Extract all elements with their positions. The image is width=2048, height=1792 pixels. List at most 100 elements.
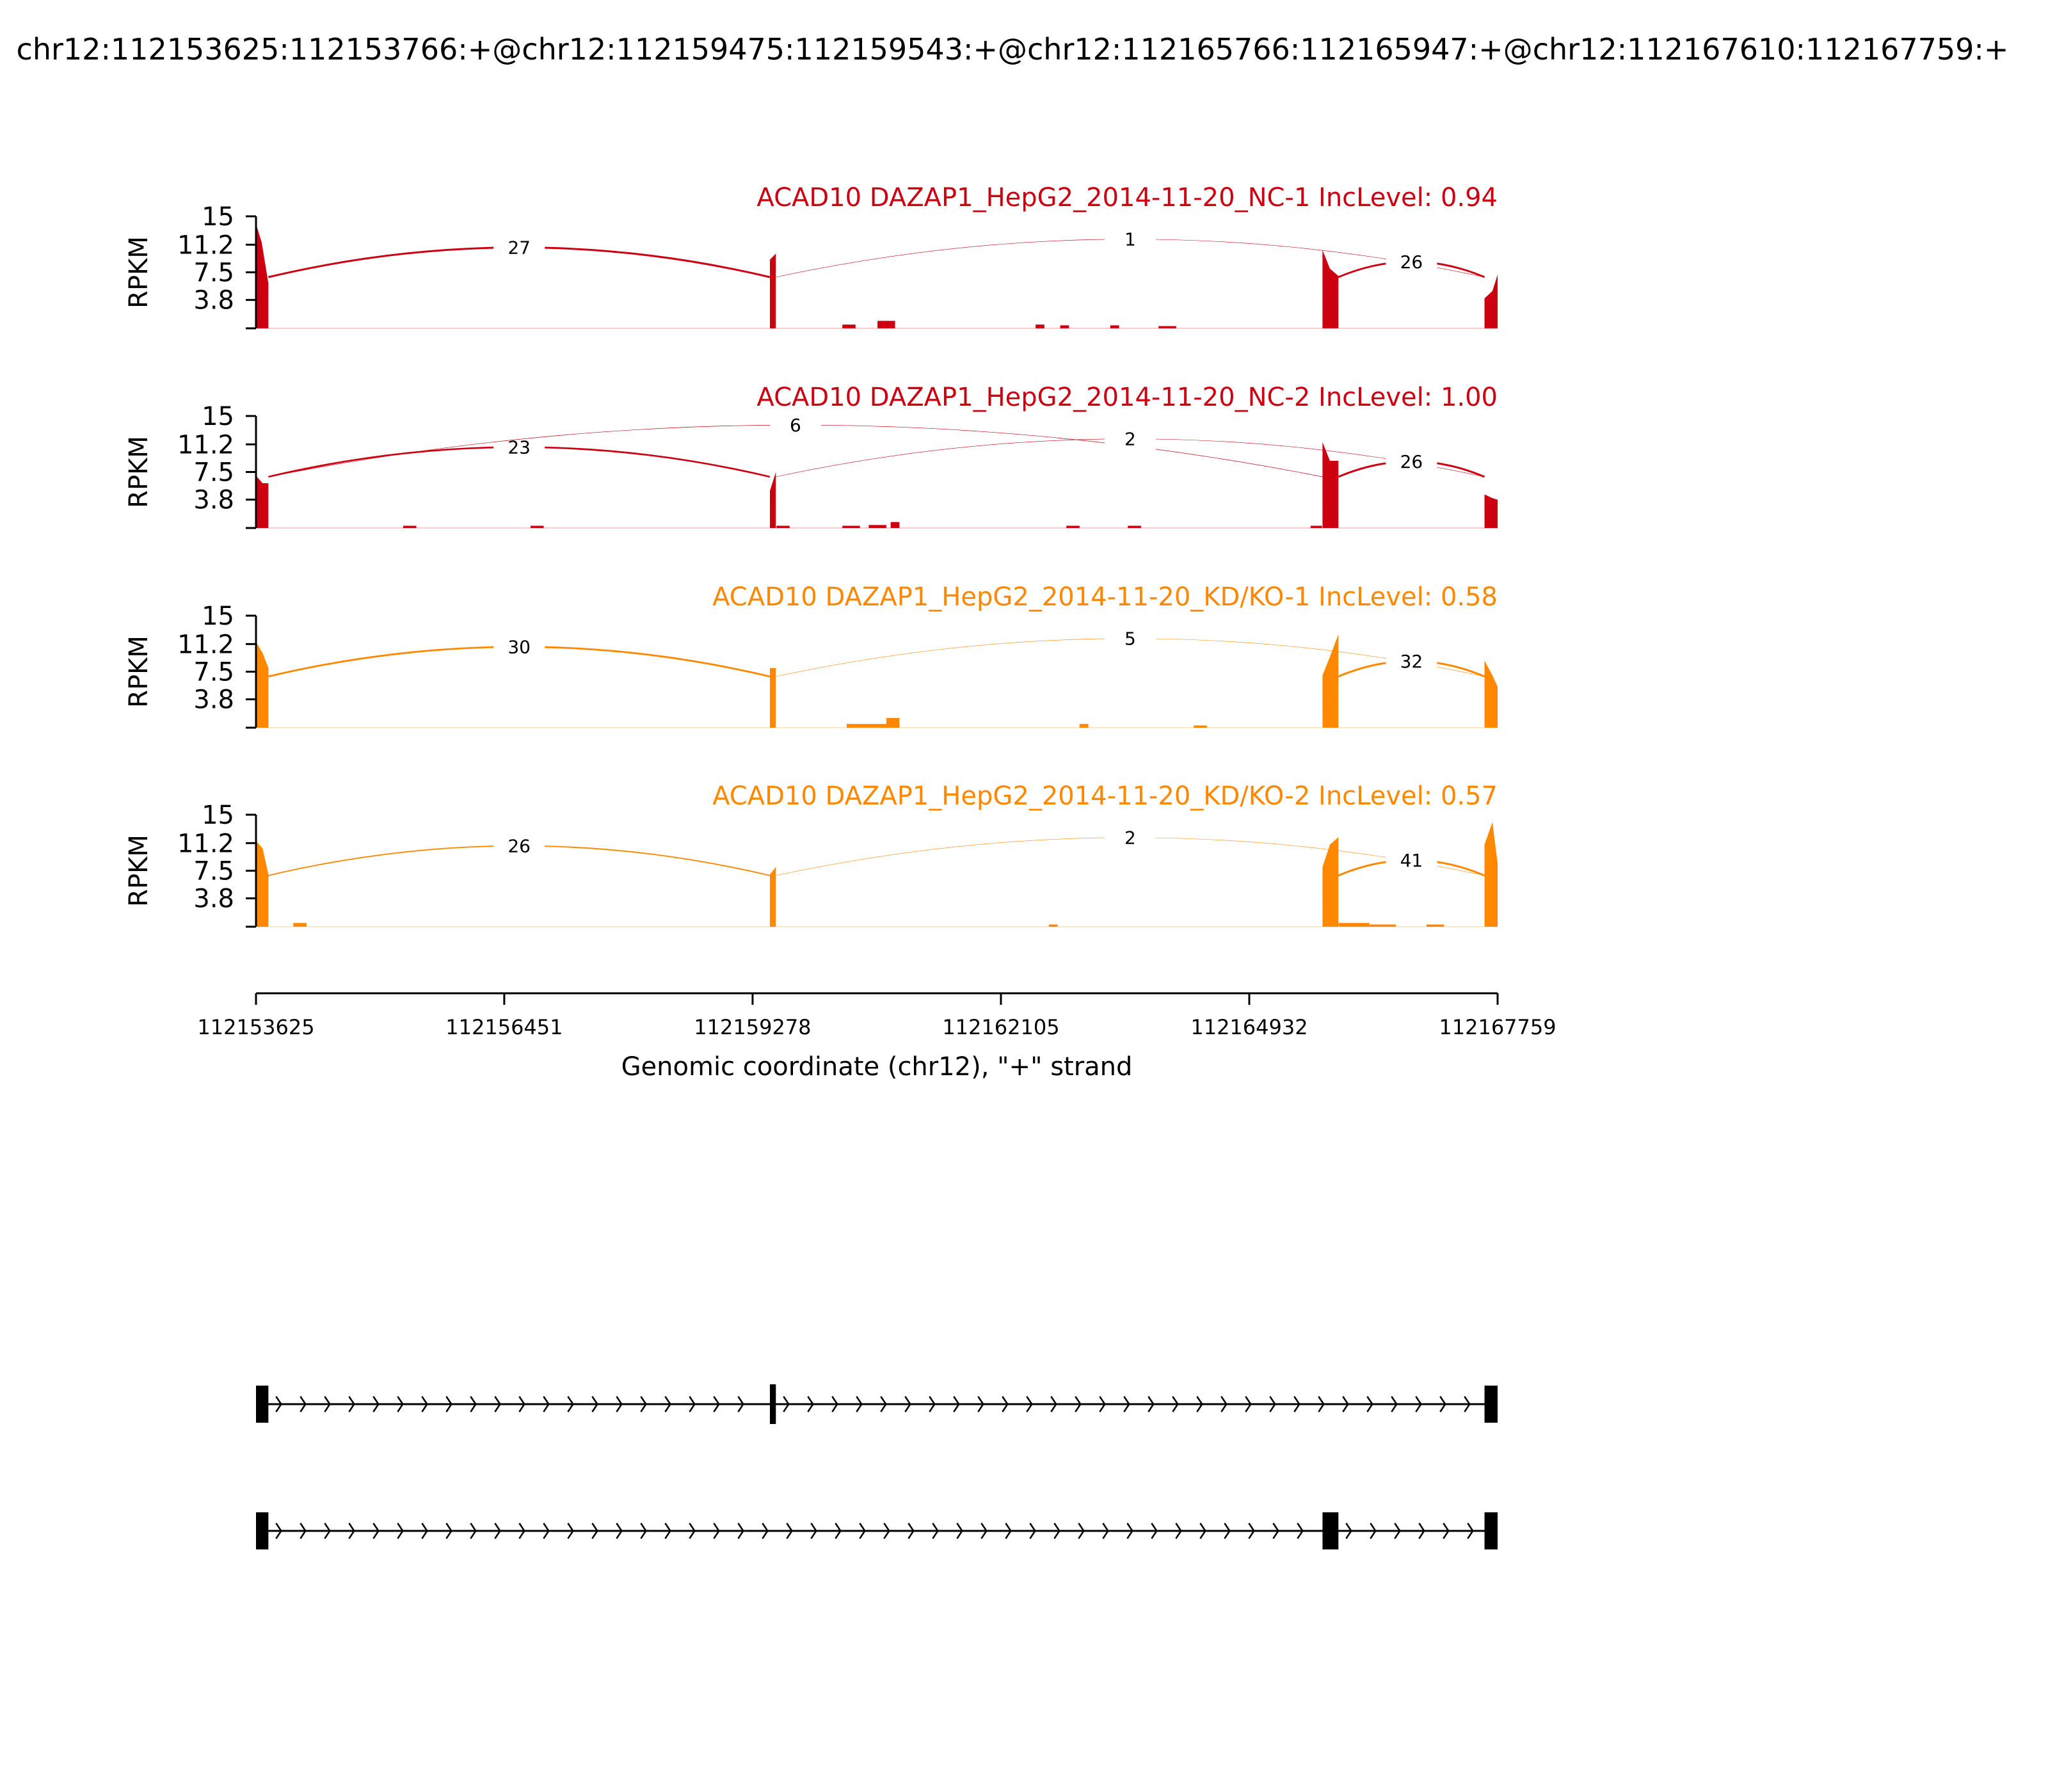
strand-arrow-icon <box>324 1523 331 1539</box>
junction-label-bg <box>1386 449 1437 473</box>
junction-count-label: 23 <box>508 437 531 458</box>
x-tick-label: 112156451 <box>445 1015 563 1039</box>
strand-arrow-icon <box>1467 1523 1474 1539</box>
coverage-area <box>1484 822 1498 927</box>
coverage-bump <box>1128 525 1141 528</box>
coverage-bump <box>886 717 900 728</box>
y-tick-label: 7.5 <box>193 458 234 488</box>
coverage-area <box>1322 837 1339 927</box>
coverage-area <box>256 476 269 528</box>
exon-block <box>256 1386 269 1423</box>
junction-count-label: 27 <box>508 237 531 259</box>
strand-arrow-icon <box>831 1396 838 1412</box>
strand-arrow-icon <box>397 1396 404 1412</box>
strand-arrow-icon <box>1005 1523 1012 1539</box>
strand-arrow-icon <box>786 1523 793 1539</box>
junction-label-bg <box>493 236 545 259</box>
strand-arrow-icon <box>1370 1523 1377 1539</box>
junction-label-bg <box>1386 250 1437 273</box>
strand-arrow-icon <box>616 1396 623 1412</box>
coverage-bump <box>1369 924 1396 927</box>
panel-label: ACAD10 DAZAP1_HepG2_2014-11-20_NC-2 IncL… <box>756 383 1498 412</box>
x-tick-label: 112153625 <box>197 1015 314 1039</box>
y-tick-label: 15 <box>202 602 234 631</box>
panel-label: ACAD10 DAZAP1_HepG2_2014-11-20_KD/KO-1 I… <box>712 582 1498 612</box>
strand-arrow-icon <box>567 1523 574 1539</box>
isoform-track <box>256 1512 1498 1549</box>
coverage-bump <box>842 525 860 528</box>
exon-block <box>1484 1386 1498 1423</box>
strand-arrow-icon <box>518 1396 525 1412</box>
coverage-area <box>769 472 776 528</box>
strand-arrow-icon <box>737 1396 744 1412</box>
strand-arrow-icon <box>640 1396 647 1412</box>
strand-arrow-icon <box>689 1396 696 1412</box>
coverage-bump <box>1079 724 1089 728</box>
junction-label-bg <box>1104 227 1156 251</box>
strand-arrow-icon <box>470 1396 477 1412</box>
junction-label-bg <box>1104 427 1156 451</box>
coverage-area <box>769 253 776 328</box>
coverage-area <box>1322 442 1339 528</box>
strand-arrow-icon <box>421 1396 428 1412</box>
coverage-area <box>256 223 269 328</box>
strand-arrow-icon <box>1415 1396 1422 1412</box>
strand-arrow-icon <box>372 1523 380 1539</box>
coverage-bump <box>890 522 900 528</box>
coverage-bump <box>1048 924 1058 927</box>
strand-arrow-icon <box>737 1523 744 1539</box>
strand-arrow-icon <box>543 1396 550 1412</box>
strand-arrow-icon <box>1245 1396 1252 1412</box>
coverage-area <box>1484 494 1498 528</box>
strand-arrow-icon <box>1391 1396 1398 1412</box>
junction-count-label: 32 <box>1400 651 1423 672</box>
strand-arrow-icon <box>953 1396 960 1412</box>
strand-arrow-icon <box>1418 1523 1425 1539</box>
strand-arrow-icon <box>856 1396 863 1412</box>
strand-arrow-icon <box>810 1523 817 1539</box>
y-tick-label: 3.8 <box>193 884 234 914</box>
x-axis: 112153625 112156451 112159278 112162105 1121… <box>197 992 1556 1039</box>
coverage-panel: 23 6 2 26 3.87.511.215 RPKM ACAD10 DAZAP1_HepG… <box>124 383 1498 529</box>
strand-arrow-icon <box>591 1396 598 1412</box>
strand-arrow-icon <box>1220 1396 1228 1412</box>
strand-arrow-icon <box>977 1396 984 1412</box>
strand-arrow-icon <box>664 1523 671 1539</box>
y-tick-label: 15 <box>202 801 234 830</box>
coverage-bump <box>877 321 895 328</box>
coverage-bump <box>403 525 417 528</box>
strand-arrow-icon <box>908 1523 915 1539</box>
junction-count-label: 26 <box>1400 252 1423 273</box>
strand-arrow-icon <box>1026 1396 1033 1412</box>
strand-arrow-icon <box>494 1523 501 1539</box>
strand-arrow-icon <box>883 1523 890 1539</box>
junction-label-bg <box>1386 848 1437 872</box>
strand-arrow-icon <box>348 1523 355 1539</box>
strand-arrow-icon <box>880 1396 887 1412</box>
coverage-area <box>1484 660 1498 728</box>
strand-arrow-icon <box>1172 1396 1179 1412</box>
x-axis-label: Genomic coordinate (chr12), "+" strand <box>621 1052 1133 1082</box>
coverage-bump <box>530 525 544 528</box>
strand-arrow-icon <box>348 1396 355 1412</box>
junction-count-label: 26 <box>1400 451 1423 472</box>
strand-arrow-icon <box>1148 1396 1155 1412</box>
x-tick-label: 112167759 <box>1439 1015 1556 1039</box>
coverage-bump <box>293 923 307 927</box>
strand-arrow-icon <box>762 1523 769 1539</box>
junction-count-label: 26 <box>508 836 531 857</box>
coverage-area <box>1322 634 1339 728</box>
strand-arrow-icon <box>1269 1396 1276 1412</box>
x-tick-label: 112162105 <box>942 1015 1059 1039</box>
junction-label-bg <box>493 834 545 858</box>
coverage-bump <box>1338 923 1370 927</box>
isoform-tracks <box>256 1384 1498 1549</box>
strand-arrow-icon <box>1175 1523 1182 1539</box>
strand-arrow-icon <box>445 1396 452 1412</box>
coverage-area <box>256 840 269 927</box>
strand-arrow-icon <box>1464 1396 1471 1412</box>
coverage-area <box>256 641 269 728</box>
strand-arrow-icon <box>1075 1396 1082 1412</box>
strand-arrow-icon <box>1394 1523 1401 1539</box>
y-tick-label: 7.5 <box>193 658 234 687</box>
